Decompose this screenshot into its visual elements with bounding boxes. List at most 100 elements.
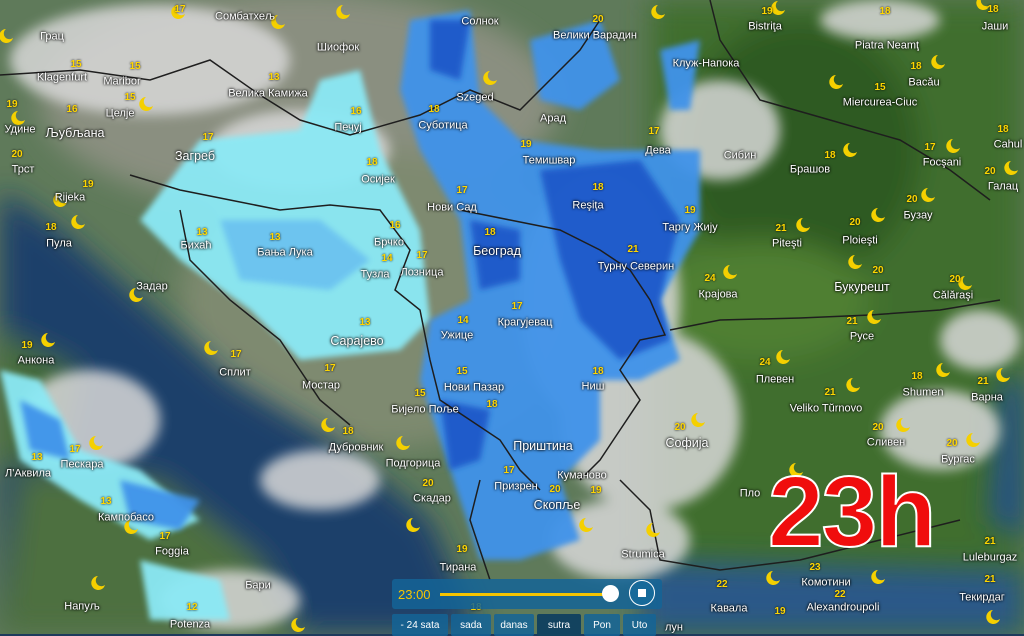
moon-icon xyxy=(271,15,285,29)
temperature-label: 15 xyxy=(70,59,82,70)
city-label: Strumica xyxy=(621,548,665,561)
city-label: Пула xyxy=(46,237,72,250)
temperature-label: 20 xyxy=(946,438,958,449)
city-label: Скадар xyxy=(413,492,451,505)
temperature-label: 13 xyxy=(359,317,371,328)
city-label: Klagenfurt xyxy=(36,71,88,84)
city-label: Лозница xyxy=(400,266,444,279)
city-label: Загреб xyxy=(175,149,215,163)
temperature-label: 20 xyxy=(422,478,434,489)
city-label: Солнок xyxy=(461,15,499,28)
city-label: Напуљ xyxy=(64,600,100,613)
city-label: Целје xyxy=(105,107,135,120)
city-label: Luleburgaz xyxy=(962,551,1018,564)
city-label: Veliko Tŭrnovo xyxy=(789,402,863,415)
city-label: Задар xyxy=(136,280,168,293)
button-now[interactable]: sada xyxy=(451,614,491,636)
temperature-label: 18 xyxy=(484,227,496,238)
city-label: Суботица xyxy=(418,119,468,132)
city-label: Трст xyxy=(11,163,35,176)
moon-icon xyxy=(871,570,885,584)
city-label: Alexandroupoli xyxy=(806,601,880,614)
temperature-label: 19 xyxy=(761,6,773,17)
moon-icon xyxy=(396,436,410,450)
city-label: Текирдаг xyxy=(959,591,1005,604)
city-label: лун xyxy=(665,621,683,634)
button-tomorrow[interactable]: sutra xyxy=(537,614,581,636)
city-label: Анкона xyxy=(17,354,55,367)
city-label: Приштина xyxy=(513,439,573,453)
city-label: Л'Аквила xyxy=(5,467,51,480)
temperature-label: 21 xyxy=(824,387,836,398)
city-label: Брашов xyxy=(789,163,831,176)
moon-icon xyxy=(204,341,218,355)
button-monday[interactable]: Pon xyxy=(584,614,620,636)
button-minus-24h[interactable]: - 24 sata xyxy=(392,614,448,636)
heavy-rain-areas xyxy=(430,20,680,470)
city-label: Турну Северин xyxy=(597,260,675,273)
moon-icon xyxy=(958,276,972,290)
city-label: Bacău xyxy=(908,76,940,89)
temperature-label: 19 xyxy=(520,139,532,150)
moon-icon xyxy=(921,188,935,202)
temperature-label: 24 xyxy=(759,357,771,368)
temperature-label: 13 xyxy=(268,72,280,83)
temperature-label: 15 xyxy=(414,388,426,399)
city-label: Бургас xyxy=(941,453,975,466)
city-label: Крајова xyxy=(698,288,738,301)
temperature-label: 19 xyxy=(774,606,786,617)
temperature-label: 22 xyxy=(834,589,846,600)
city-label: Кавала xyxy=(710,602,748,615)
temperature-label: 23 xyxy=(809,562,821,573)
city-label: Пло xyxy=(739,487,761,500)
temperature-label: 13 xyxy=(269,232,281,243)
temperature-label: 17 xyxy=(648,126,660,137)
city-label: Галац xyxy=(987,180,1019,193)
city-label: Београд xyxy=(473,244,521,258)
moon-icon xyxy=(691,413,705,427)
current-time-label: 23:00 xyxy=(398,587,431,602)
button-today[interactable]: danas xyxy=(494,614,534,636)
city-label: Călăraşi xyxy=(932,289,974,302)
stop-button[interactable] xyxy=(629,580,655,606)
timeline-slider-track[interactable] xyxy=(440,593,610,596)
city-label: Сибин xyxy=(723,149,757,162)
button-tuesday[interactable]: Uto xyxy=(623,614,656,636)
moon-icon xyxy=(871,208,885,222)
city-label: Грац xyxy=(40,30,64,43)
timeline-slider-thumb[interactable] xyxy=(602,585,619,602)
moon-icon xyxy=(946,139,960,153)
city-label: Reşiţa xyxy=(572,199,604,212)
animation-player: 23:00 xyxy=(392,579,662,609)
time-range-buttons: - 24 sata sada danas sutra Pon Uto xyxy=(392,614,656,636)
city-label: Велика Камижа xyxy=(228,87,308,100)
temperature-label: 20 xyxy=(984,166,996,177)
moon-icon xyxy=(71,215,85,229)
borders xyxy=(0,0,1001,581)
city-label: Miercurea-Ciuc xyxy=(842,96,918,109)
temperature-label: 18 xyxy=(592,366,604,377)
city-label: Букурешт xyxy=(834,280,890,294)
moon-icon xyxy=(406,518,420,532)
city-label: Shumen xyxy=(902,386,944,399)
city-label: Ploieşti xyxy=(842,234,878,247)
temperature-label: 20 xyxy=(549,484,561,495)
moon-icon xyxy=(936,363,950,377)
moon-icon xyxy=(766,571,780,585)
temperature-label: 19 xyxy=(6,99,18,110)
temperature-label: 17 xyxy=(416,250,428,261)
moon-icon xyxy=(53,193,67,207)
city-label: Јаши xyxy=(981,20,1009,33)
moon-icon xyxy=(0,29,13,43)
temperature-label: 13 xyxy=(100,496,112,507)
city-label: Cahul xyxy=(993,138,1023,151)
city-label: Скопље xyxy=(533,498,581,512)
moon-icon xyxy=(124,520,138,534)
moon-icon xyxy=(771,1,785,15)
temperature-label: 18 xyxy=(879,6,891,17)
moon-icon xyxy=(789,463,803,477)
moon-icon xyxy=(896,418,910,432)
temperature-label: 20 xyxy=(674,422,686,433)
